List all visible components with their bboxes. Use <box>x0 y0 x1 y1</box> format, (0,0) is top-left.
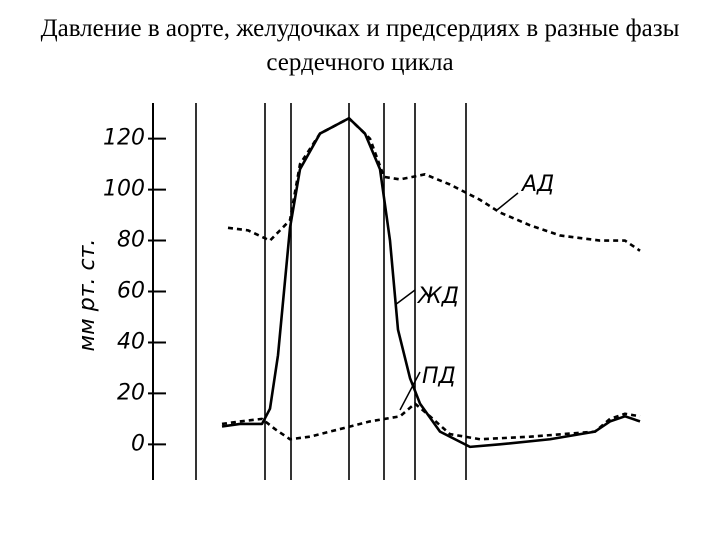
series-line <box>227 116 641 252</box>
y-tick-label: 60 <box>117 279 145 304</box>
series-line <box>221 116 641 449</box>
series-label: ЖД <box>416 284 459 309</box>
y-tick-label: 100 <box>103 177 145 202</box>
y-tick-label: 80 <box>117 228 145 253</box>
leader-line <box>394 289 416 306</box>
y-tick-label: 20 <box>117 380 145 405</box>
chart-title: Давление в аорте, желудочках и предсерди… <box>40 15 680 76</box>
leader-line <box>399 371 421 411</box>
y-tick-label: 40 <box>117 329 145 354</box>
series-label: АД <box>520 172 554 197</box>
series-label: ПД <box>422 364 456 389</box>
y-axis-label: мм рт. ст. <box>75 239 100 352</box>
leader-line <box>496 192 519 211</box>
series-line <box>221 402 641 441</box>
y-tick-label: 0 <box>131 431 145 456</box>
y-tick-label: 120 <box>103 126 145 151</box>
